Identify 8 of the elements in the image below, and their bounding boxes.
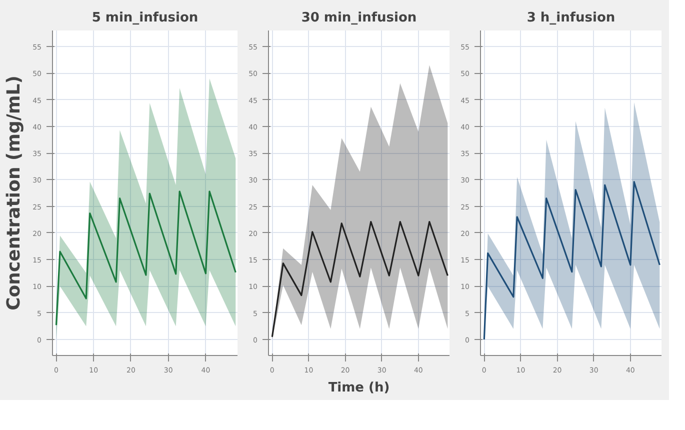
line-series — [483, 181, 660, 340]
chart-title: 30 min_infusion — [301, 10, 417, 26]
line-series — [271, 220, 448, 338]
y-axis-title: Concentration (mg/mL) — [4, 76, 25, 310]
x-axis-title: Time (h) — [328, 380, 390, 396]
chart-title: 3 h_infusion — [526, 10, 616, 26]
chart-title: 5 min_infusion — [92, 10, 198, 26]
line-series — [55, 190, 236, 326]
